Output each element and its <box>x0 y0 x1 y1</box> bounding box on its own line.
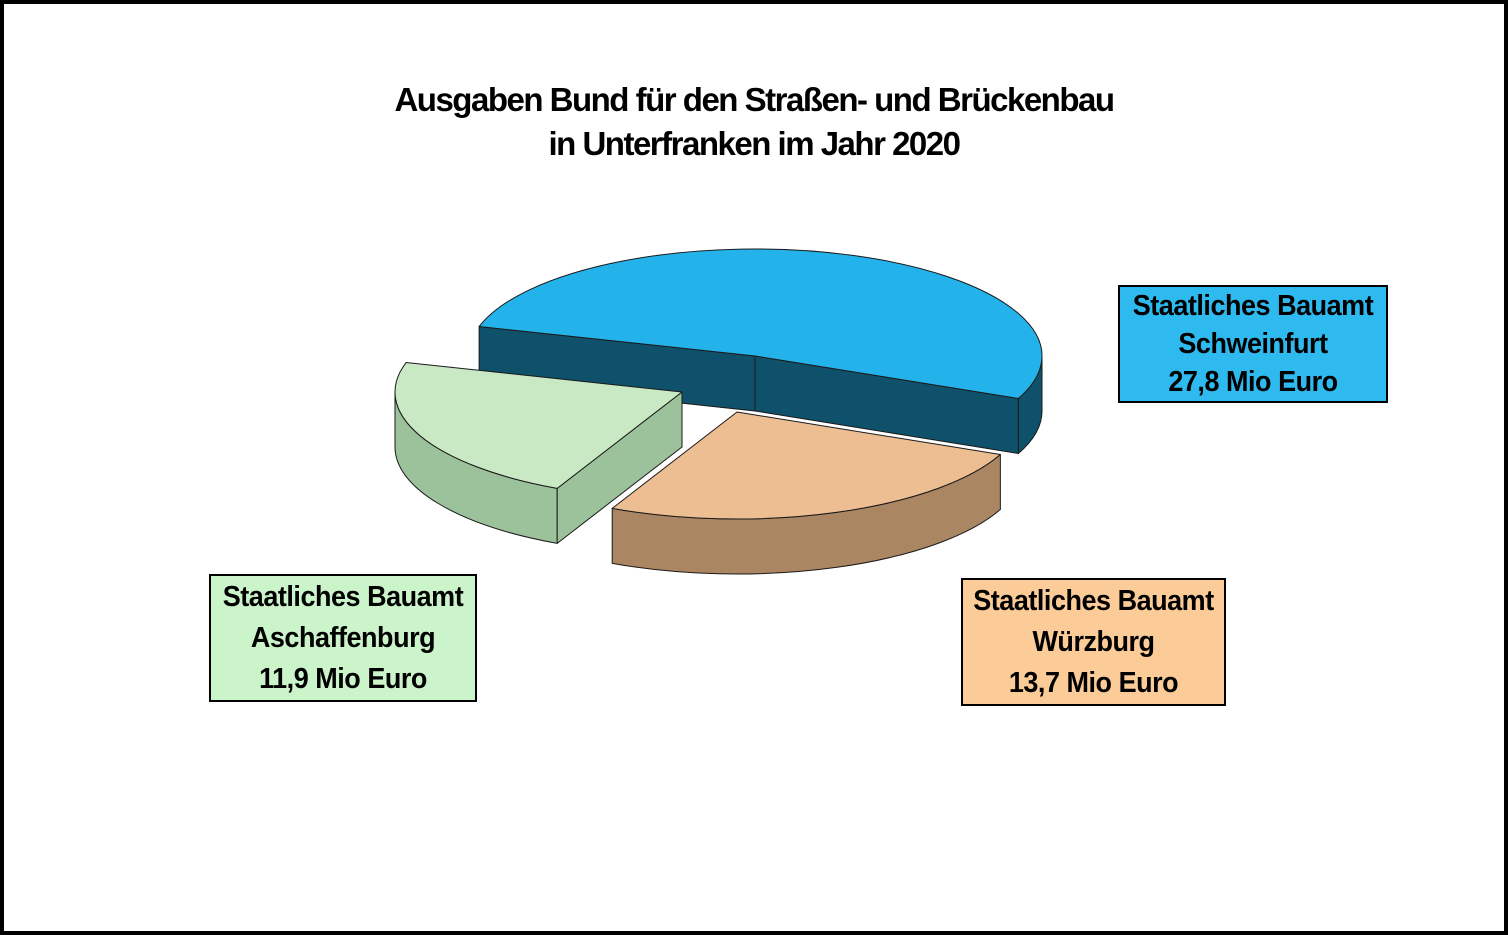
callout-aschaffenburg-line1: Staatliches Bauamt <box>222 580 464 613</box>
callout-wuerzburg-line2: Würzburg <box>1032 625 1155 658</box>
callout-schweinfurt-line2: Schweinfurt <box>1178 328 1328 360</box>
callout-wuerzburg: Staatliches Bauamt Würzburg 13,7 Mio Eur… <box>961 578 1226 706</box>
pie-top-wuerzburg <box>611 411 1001 520</box>
callout-schweinfurt-line1: Staatliches Bauamt <box>1132 290 1374 322</box>
callout-schweinfurt-value: 27,8 Mio Euro <box>1168 366 1338 398</box>
pie-top-schweinfurt <box>478 248 1043 400</box>
callout-aschaffenburg-line2: Aschaffenburg <box>250 621 436 654</box>
pie-slice-schweinfurt <box>478 248 1043 455</box>
chart-title-line1: Ausgaben Bund für den Straßen- und Brück… <box>394 81 1115 118</box>
chart-title-line2: in Unterfranken im Jahr 2020 <box>548 125 961 162</box>
callout-wuerzburg-line1: Staatliches Bauamt <box>973 584 1214 617</box>
callout-schweinfurt-text: Staatliches Bauamt Schweinfurt 27,8 Mio … <box>1129 287 1376 401</box>
pie-slice-aschaffenburg <box>394 362 683 544</box>
callout-aschaffenburg-text: Staatliches Bauamt Aschaffenburg 11,9 Mi… <box>220 577 466 700</box>
pie-chart <box>394 248 1043 575</box>
pie-top-aschaffenburg <box>394 362 683 489</box>
chart-title: Ausgaben Bund für den Straßen- und Brück… <box>4 78 1504 166</box>
pie-slice-wuerzburg <box>611 411 1001 575</box>
callout-schweinfurt: Staatliches Bauamt Schweinfurt 27,8 Mio … <box>1118 285 1388 403</box>
callout-aschaffenburg-value: 11,9 Mio Euro <box>259 662 427 695</box>
callout-wuerzburg-value: 13,7 Mio Euro <box>1008 666 1179 699</box>
callout-aschaffenburg: Staatliches Bauamt Aschaffenburg 11,9 Mi… <box>209 574 477 702</box>
callout-wuerzburg-text: Staatliches Bauamt Würzburg 13,7 Mio Eur… <box>972 581 1215 704</box>
